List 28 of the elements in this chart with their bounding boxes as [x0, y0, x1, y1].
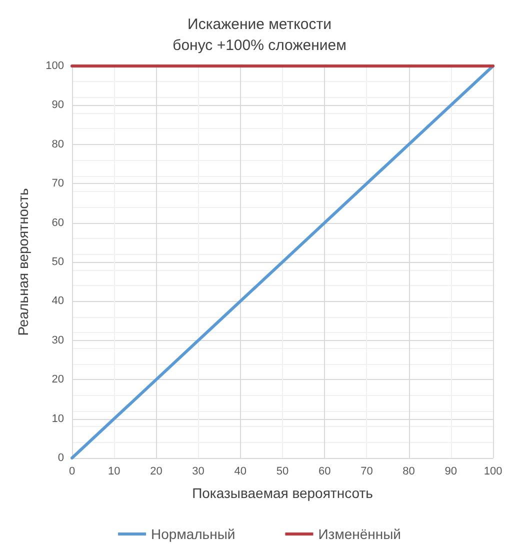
y-tick-label: 80	[52, 138, 64, 150]
x-tick-label: 0	[68, 466, 76, 478]
legend-label: Изменённый	[318, 526, 401, 542]
y-tick-label: 90	[52, 99, 64, 112]
x-tick-label: 10	[108, 466, 120, 478]
y-tick-label: 50	[52, 256, 64, 268]
x-tick-label: 20	[150, 466, 162, 478]
x-tick-label: 80	[402, 466, 415, 478]
y-tick-label: 30	[52, 334, 64, 346]
x-tick-label: 70	[360, 466, 373, 478]
x-tick-label: 100	[484, 466, 502, 478]
y-tick-label: 60	[52, 216, 64, 229]
y-tick-label: 40	[52, 295, 64, 308]
x-tick-label: 60	[318, 466, 331, 478]
y-tick-label: 100	[46, 60, 64, 72]
chart-subtitle: бонус +100% сложением	[172, 37, 346, 54]
y-tick-label: 0	[58, 452, 64, 464]
x-tick-label: 90	[444, 466, 458, 478]
y-axis-title: Реальная вероятность	[15, 188, 31, 336]
chart-title: Искажение меткости	[188, 16, 332, 33]
x-tick-label: 30	[192, 466, 204, 478]
x-tick-label: 40	[234, 466, 247, 478]
y-tick-label: 20	[52, 374, 64, 386]
y-tick-label: 70	[52, 178, 64, 190]
x-tick-label: 50	[276, 466, 289, 478]
y-tick-label: 10	[52, 412, 64, 425]
legend-label: Нормальный	[151, 526, 236, 542]
x-axis-title: Показываемая вероятнсоть	[192, 485, 373, 501]
